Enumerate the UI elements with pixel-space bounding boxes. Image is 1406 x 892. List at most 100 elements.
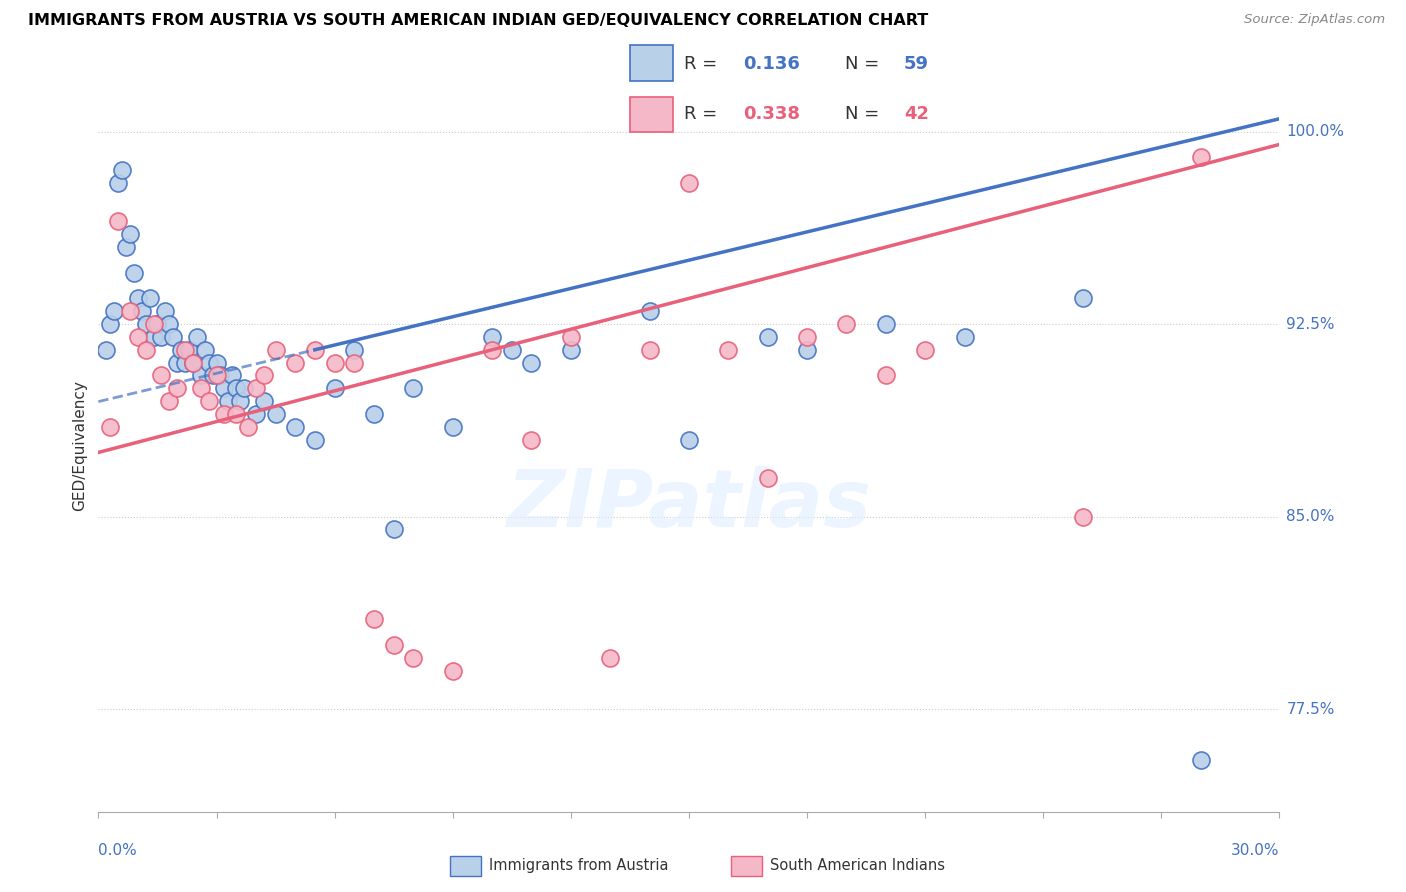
Point	[229, 394, 252, 409]
Point	[177, 343, 200, 357]
Text: ZIPatlas: ZIPatlas	[506, 466, 872, 543]
Point	[146, 317, 169, 331]
Point	[875, 317, 897, 331]
Point	[194, 343, 217, 357]
Point	[107, 214, 129, 228]
Point	[138, 292, 160, 306]
Point	[181, 355, 204, 369]
Point	[174, 355, 197, 369]
Point	[135, 343, 157, 357]
Text: R =: R =	[685, 54, 724, 72]
Point	[1189, 150, 1212, 164]
Point	[221, 368, 243, 383]
Point	[197, 355, 219, 369]
Point	[1189, 753, 1212, 767]
Point	[363, 612, 385, 626]
Point	[363, 407, 385, 421]
Text: 0.136: 0.136	[742, 54, 800, 72]
Point	[560, 343, 582, 357]
Point	[174, 343, 197, 357]
Point	[638, 304, 661, 318]
Point	[638, 343, 661, 357]
Point	[214, 407, 236, 421]
Point	[225, 407, 247, 421]
Point	[245, 381, 267, 395]
Point	[96, 343, 118, 357]
Point	[520, 433, 543, 447]
Point	[323, 381, 346, 395]
Point	[142, 330, 165, 344]
Point	[157, 317, 180, 331]
Point	[402, 650, 425, 665]
Point	[103, 304, 125, 318]
Point	[253, 368, 276, 383]
Point	[264, 407, 287, 421]
Point	[481, 330, 503, 344]
Text: 30.0%: 30.0%	[1232, 843, 1279, 858]
Text: 42: 42	[904, 105, 929, 123]
Point	[382, 638, 405, 652]
Point	[205, 355, 228, 369]
Point	[343, 343, 366, 357]
Point	[209, 368, 232, 383]
Point	[197, 394, 219, 409]
Point	[118, 227, 141, 242]
Point	[835, 317, 858, 331]
Point	[402, 381, 425, 395]
Point	[162, 330, 184, 344]
Point	[796, 330, 818, 344]
Point	[181, 355, 204, 369]
Point	[1071, 509, 1094, 524]
Point	[142, 317, 165, 331]
Y-axis label: GED/Equivalency: GED/Equivalency	[72, 381, 87, 511]
Point	[1071, 292, 1094, 306]
Point	[186, 330, 208, 344]
Text: R =: R =	[685, 105, 724, 123]
Text: 100.0%: 100.0%	[1286, 124, 1344, 139]
Point	[756, 330, 779, 344]
Point	[205, 368, 228, 383]
Point	[170, 343, 193, 357]
FancyBboxPatch shape	[630, 96, 673, 132]
Text: 92.5%: 92.5%	[1286, 317, 1334, 332]
Text: South American Indians: South American Indians	[770, 858, 945, 872]
Text: 85.0%: 85.0%	[1286, 509, 1334, 524]
Point	[217, 394, 239, 409]
Point	[150, 330, 173, 344]
Point	[190, 381, 212, 395]
Point	[382, 523, 405, 537]
Point	[678, 433, 700, 447]
Point	[253, 394, 276, 409]
Point	[166, 381, 188, 395]
Point	[264, 343, 287, 357]
Text: Immigrants from Austria: Immigrants from Austria	[489, 858, 669, 872]
Text: 77.5%: 77.5%	[1286, 702, 1334, 716]
FancyBboxPatch shape	[630, 45, 673, 80]
Point	[284, 355, 307, 369]
Point	[343, 355, 366, 369]
Point	[304, 433, 326, 447]
Point	[115, 240, 138, 254]
Point	[233, 381, 256, 395]
Text: 0.0%: 0.0%	[98, 843, 138, 858]
Point	[98, 317, 121, 331]
Text: IMMIGRANTS FROM AUSTRIA VS SOUTH AMERICAN INDIAN GED/EQUIVALENCY CORRELATION CHA: IMMIGRANTS FROM AUSTRIA VS SOUTH AMERICA…	[28, 13, 928, 29]
Point	[323, 355, 346, 369]
Point	[127, 292, 149, 306]
Point	[678, 176, 700, 190]
Point	[481, 343, 503, 357]
Point	[599, 650, 621, 665]
Point	[190, 368, 212, 383]
Point	[111, 163, 134, 178]
Point	[304, 343, 326, 357]
Point	[284, 419, 307, 434]
Point	[98, 419, 121, 434]
Point	[501, 343, 523, 357]
Point	[520, 355, 543, 369]
Point	[118, 304, 141, 318]
Point	[201, 368, 224, 383]
Point	[127, 330, 149, 344]
Point	[157, 394, 180, 409]
Point	[245, 407, 267, 421]
Point	[756, 471, 779, 485]
